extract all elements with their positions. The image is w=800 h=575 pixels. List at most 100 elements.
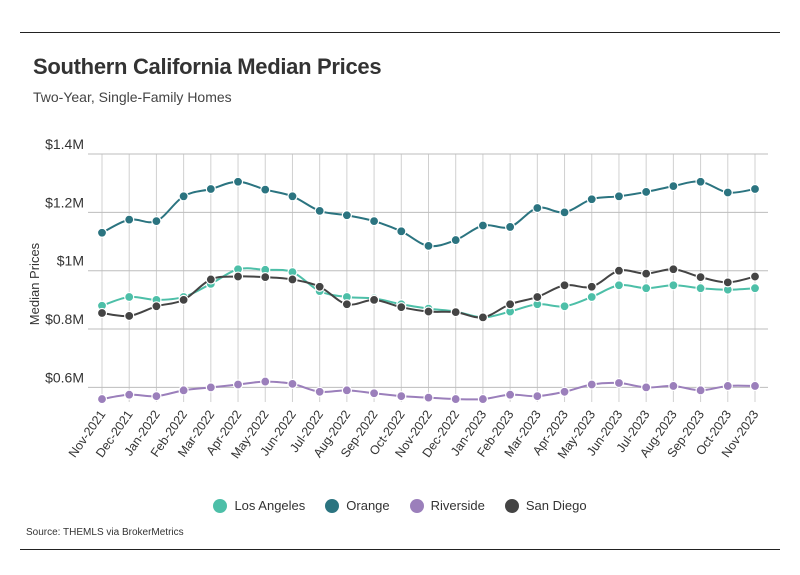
data-point-riverside <box>314 386 325 397</box>
data-point-san-diego <box>151 301 162 312</box>
chart-title: Southern California Median Prices <box>33 54 382 79</box>
data-point-orange <box>668 180 679 192</box>
data-point-riverside <box>532 391 543 402</box>
data-point-riverside <box>559 386 570 397</box>
data-point-los-angeles <box>124 291 135 303</box>
data-point-orange <box>260 184 271 195</box>
y-tick-label: $0.8M <box>45 311 84 327</box>
data-point-orange <box>423 240 434 252</box>
data-point-los-angeles <box>586 291 597 303</box>
y-tick-label: $1.2M <box>45 194 84 210</box>
data-point-orange <box>205 183 216 195</box>
data-point-san-diego <box>260 272 271 283</box>
data-point-san-diego <box>232 271 244 282</box>
data-point-orange <box>722 187 733 198</box>
legend-swatch-san-diego <box>504 498 519 513</box>
data-point-san-diego <box>586 281 597 292</box>
data-point-orange <box>232 176 244 187</box>
y-tick-labels: $0.6M $0.8M $1M $1.2M $1.4M <box>45 136 84 385</box>
series-riverside <box>96 376 761 405</box>
data-point-los-angeles <box>613 280 625 291</box>
data-point-san-diego <box>641 268 652 279</box>
legend-label-riverside: Riverside <box>430 498 485 513</box>
bottom-rule <box>20 549 780 550</box>
grid <box>88 153 768 402</box>
data-point-riverside <box>260 376 271 387</box>
data-point-san-diego <box>96 307 108 319</box>
data-point-orange <box>96 227 108 238</box>
data-point-san-diego <box>178 294 189 305</box>
data-point-orange <box>341 210 352 221</box>
data-point-riverside <box>178 385 189 396</box>
x-tick-labels: Nov-2021Dec-2021Jan-2022Feb-2022Mar-2022… <box>66 408 762 462</box>
data-point-san-diego <box>505 299 516 310</box>
data-point-riverside <box>695 385 706 396</box>
data-point-riverside <box>205 382 216 393</box>
data-point-orange <box>505 221 516 233</box>
y-tick-label: $0.6M <box>45 369 84 385</box>
chart-subtitle: Two-Year, Single-Family Homes <box>33 89 232 105</box>
data-point-riverside <box>505 389 516 400</box>
legend-item-san-diego: San Diego <box>504 498 587 513</box>
data-point-san-diego <box>124 310 135 322</box>
data-point-san-diego <box>423 306 434 317</box>
data-point-orange <box>586 194 597 205</box>
source-note: Source: THEMLS via BrokerMetrics <box>26 527 184 538</box>
data-point-riverside <box>232 379 244 390</box>
data-point-los-angeles <box>749 283 761 294</box>
data-point-riverside <box>96 393 108 405</box>
legend: Los Angeles Orange Riverside San Diego <box>0 498 800 513</box>
data-point-san-diego <box>396 302 407 313</box>
data-point-riverside <box>450 393 461 405</box>
legend-label-san-diego: San Diego <box>525 498 587 513</box>
line-chart: $0.6M $0.8M $1M $1.2M $1.4M Nov-2021Dec-2021… <box>27 136 768 462</box>
data-point-orange <box>178 191 189 202</box>
data-point-riverside <box>423 392 434 403</box>
data-point-orange <box>151 216 162 227</box>
data-point-riverside <box>668 380 679 392</box>
data-point-riverside <box>151 391 162 402</box>
data-point-orange <box>368 216 380 227</box>
data-point-san-diego <box>341 299 352 310</box>
data-point-riverside <box>477 393 489 405</box>
data-point-orange <box>749 183 761 195</box>
data-point-orange <box>124 214 135 225</box>
data-point-riverside <box>722 380 733 392</box>
legend-item-los-angeles: Los Angeles <box>213 498 305 513</box>
data-point-orange <box>314 205 325 216</box>
legend-swatch-los-angeles <box>213 498 228 513</box>
data-point-san-diego <box>368 294 380 305</box>
legend-swatch-orange <box>325 498 340 513</box>
data-point-los-angeles <box>559 301 570 312</box>
data-point-san-diego <box>559 280 570 291</box>
data-point-orange <box>287 191 298 202</box>
data-point-los-angeles <box>668 280 679 291</box>
data-point-san-diego <box>613 265 625 276</box>
data-point-riverside <box>396 391 407 402</box>
data-point-los-angeles <box>695 283 706 294</box>
data-point-riverside <box>341 385 352 396</box>
data-point-san-diego <box>749 271 761 282</box>
top-rule <box>20 32 780 33</box>
data-point-los-angeles <box>641 283 652 294</box>
data-point-orange <box>450 234 461 246</box>
legend-item-orange: Orange <box>325 498 390 513</box>
data-point-orange <box>641 186 652 198</box>
data-point-san-diego <box>695 272 706 283</box>
data-point-san-diego <box>205 274 216 285</box>
data-point-riverside <box>641 382 652 393</box>
data-point-san-diego <box>668 264 679 275</box>
data-point-san-diego <box>314 281 325 292</box>
data-point-riverside <box>749 380 761 392</box>
data-point-san-diego <box>722 277 733 288</box>
data-point-riverside <box>287 378 298 390</box>
data-point-riverside <box>613 377 625 389</box>
data-point-orange <box>396 226 407 237</box>
data-point-riverside <box>368 388 380 399</box>
data-point-orange <box>477 220 489 231</box>
data-point-san-diego <box>287 274 298 285</box>
series-lines <box>96 176 761 405</box>
data-point-riverside <box>124 389 135 400</box>
data-point-riverside <box>586 379 597 390</box>
data-point-orange <box>613 191 625 202</box>
